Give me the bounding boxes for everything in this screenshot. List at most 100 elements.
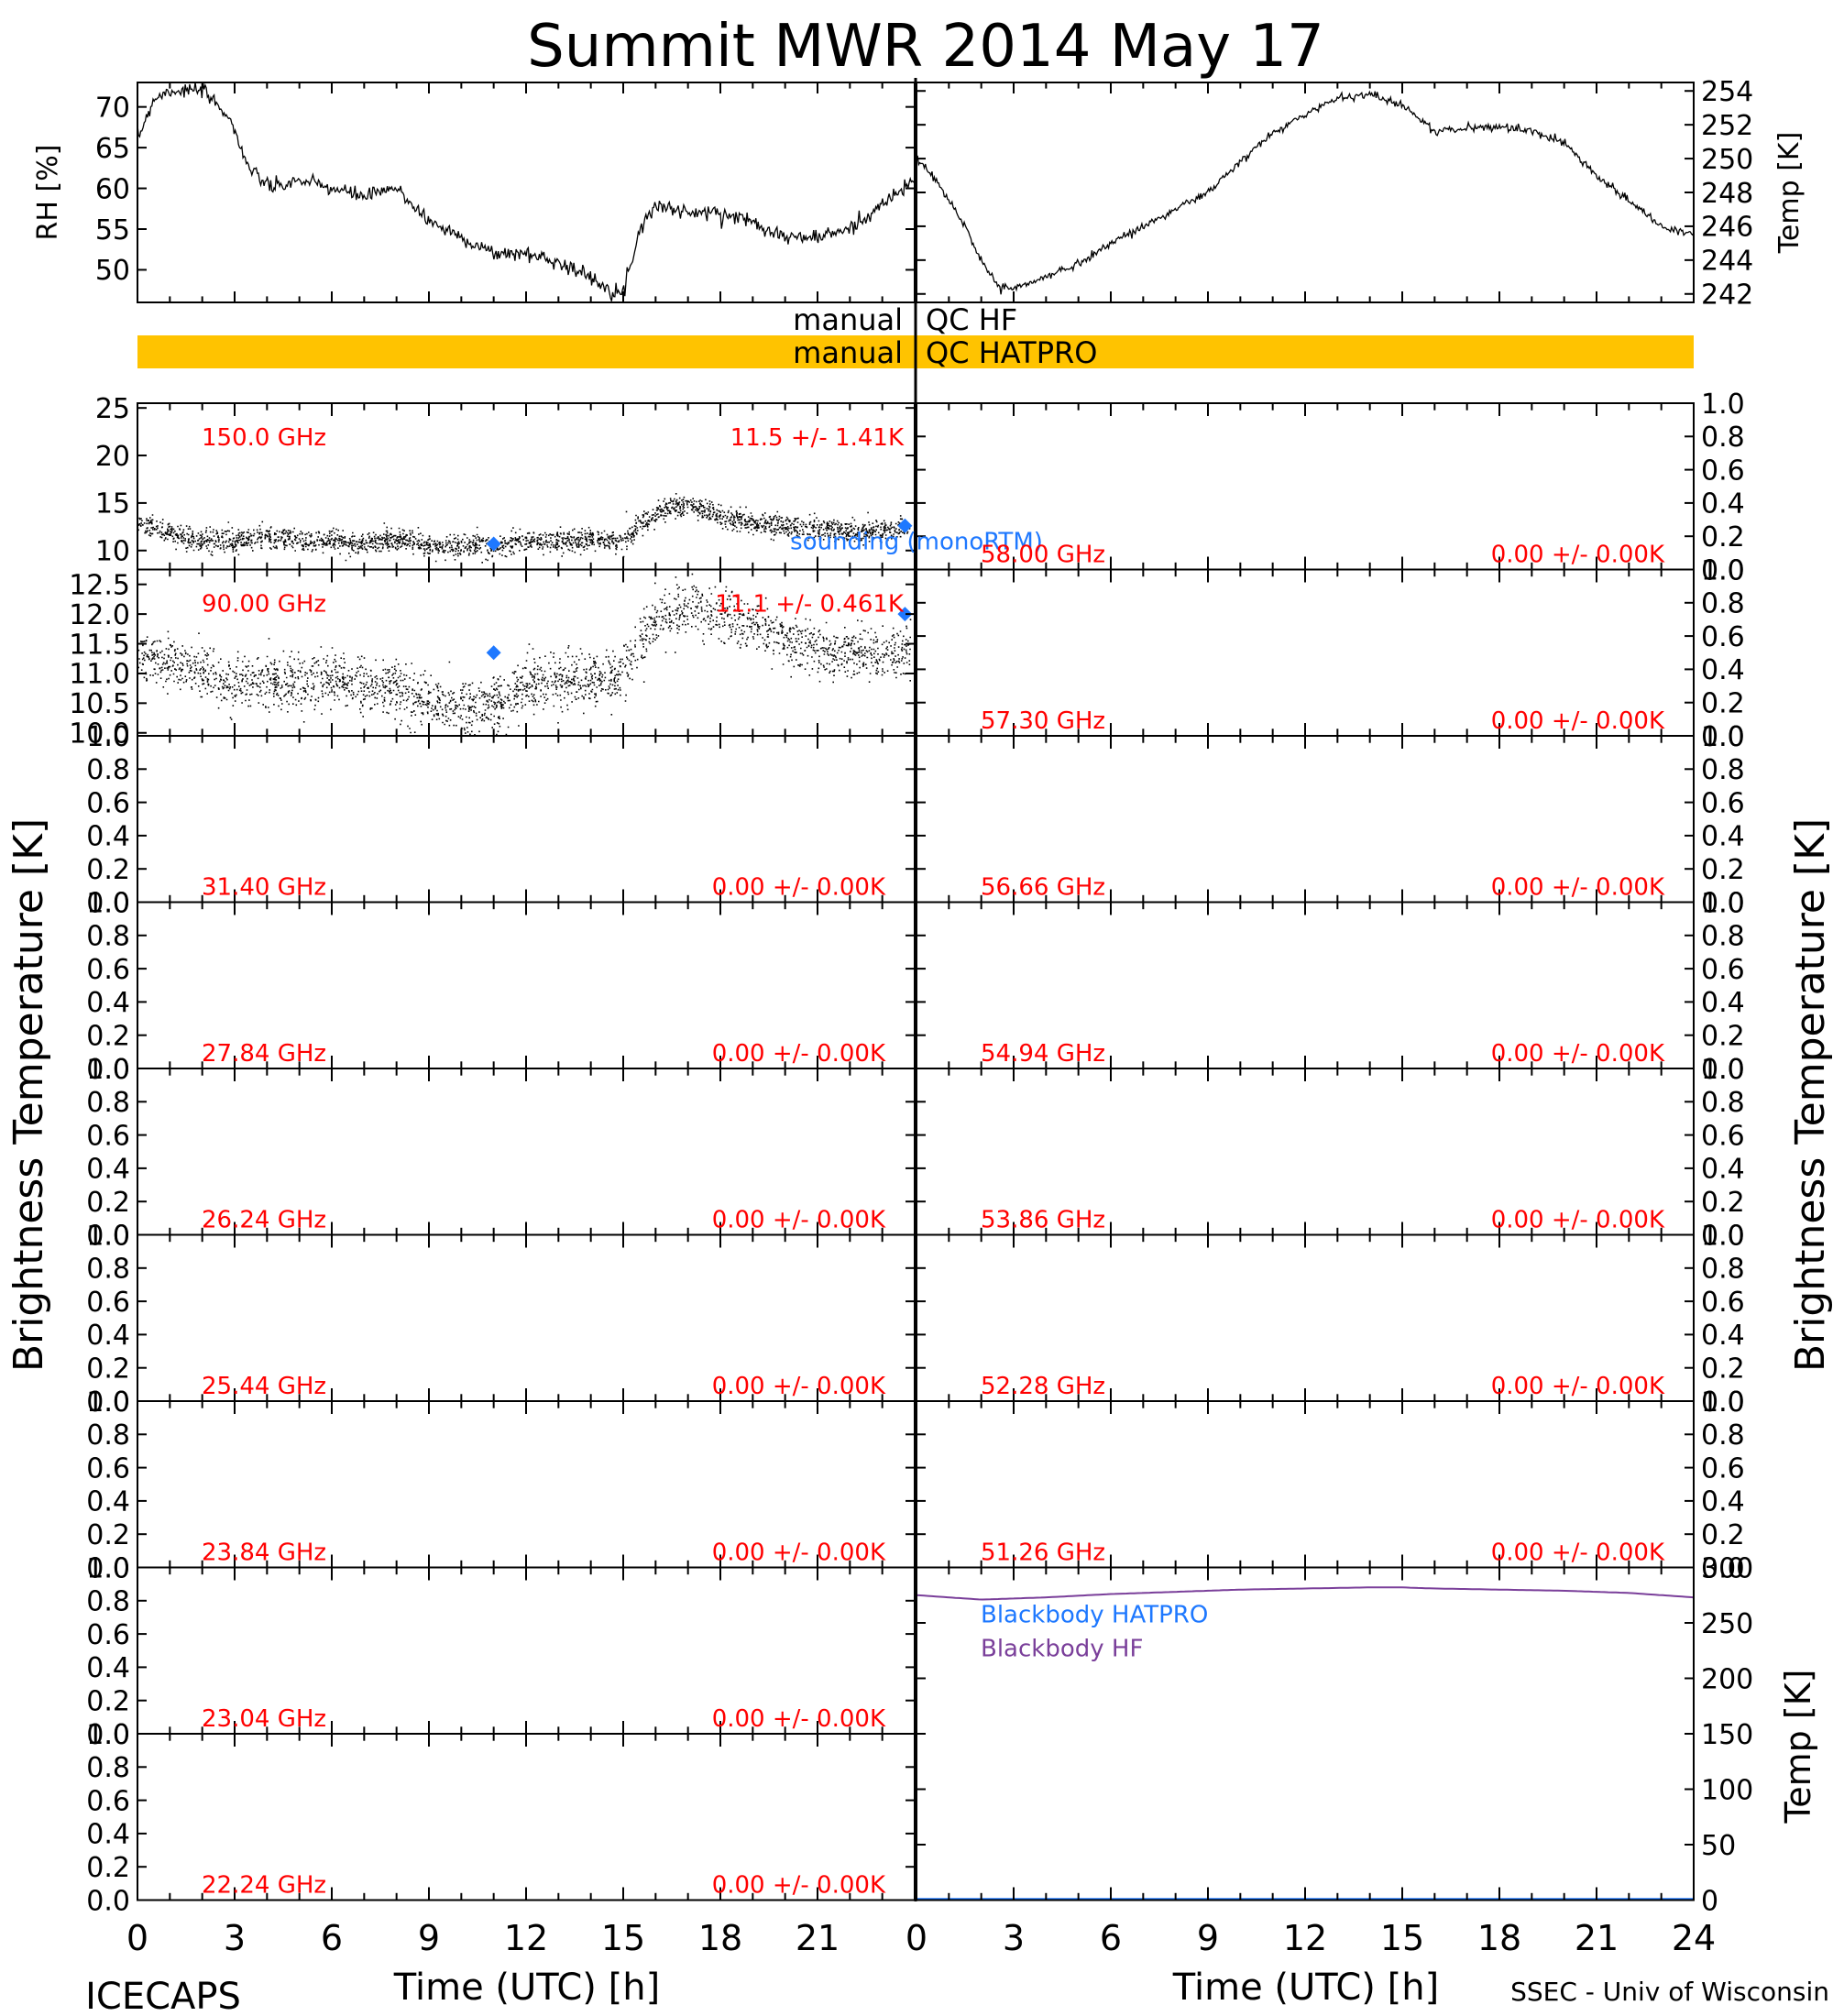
y-tick-label: 0.6	[86, 1287, 130, 1319]
y-tick-label: 0.2	[86, 1353, 130, 1386]
y-tick-label: 0.4	[86, 1819, 130, 1851]
sounding-point	[486, 645, 501, 661]
channel-stat: 11.5 +/- 1.41K	[730, 424, 905, 452]
x-tick-label-right: 18	[1477, 1918, 1521, 1958]
sounding-label: sounding (monoRTM)	[790, 529, 1043, 556]
y-tick-label: 0.0	[1701, 887, 1745, 919]
y-tick-label: 0.2	[86, 1852, 130, 1884]
temp-axis-label: Temp [K]	[1773, 132, 1806, 255]
channel-label: 25.44 GHz	[202, 1373, 326, 1400]
channel-stat: 0.00 +/- 0.00K	[1491, 707, 1665, 735]
y-tick-label: 0.6	[86, 1619, 130, 1651]
channel-stat: 0.00 +/- 0.00K	[1491, 542, 1665, 569]
y-tick-label: 0.4	[1701, 1486, 1745, 1518]
y-tick-label: 1.0	[86, 1552, 130, 1584]
channel-stat: 0.00 +/- 0.00K	[712, 1040, 886, 1068]
channel-label: 53.86 GHz	[981, 1207, 1105, 1234]
blackbody-hf-series	[916, 1586, 1695, 1601]
y-tick-label: 0.4	[1701, 654, 1745, 686]
channel-stat: 0.00 +/- 0.00K	[712, 1207, 886, 1234]
channel-stat: 11.1 +/- 0.461K	[715, 591, 905, 619]
channel-label: 150.0 GHz	[202, 424, 326, 452]
y-tick-label: 10	[95, 536, 130, 568]
y-tick-label: 0.4	[1701, 1154, 1745, 1186]
y-tick-label: 0.8	[86, 1586, 130, 1618]
qc-hatpro-left: manual	[793, 335, 903, 370]
x-tick-label-right: 15	[1380, 1918, 1424, 1958]
bb-temp-axis-label: Temp [K]	[1778, 1670, 1818, 1824]
y-tick-label: 244	[1701, 246, 1753, 278]
y-tick-label: 0.2	[86, 1519, 130, 1551]
rh-axis-label: RH [%]	[32, 145, 64, 241]
y-tick-label: 25	[95, 393, 130, 425]
rh-series	[137, 82, 916, 301]
y-tick-label: 0.0	[1701, 1552, 1745, 1584]
y-tick-label: 1.0	[86, 1220, 130, 1252]
y-tick-label: 0.6	[86, 1452, 130, 1485]
y-tick-label: 0.6	[1701, 1120, 1745, 1152]
y-tick-label: 242	[1701, 279, 1753, 312]
y-tick-label: 0.0	[1701, 1386, 1745, 1419]
channel-stat: 0.00 +/- 0.00K	[712, 874, 886, 902]
channel-stat: 0.00 +/- 0.00K	[712, 1872, 886, 1900]
y-tick-label: 0.0	[86, 1552, 130, 1584]
channel-label: 90.00 GHz	[202, 591, 326, 619]
channel-label: 31.40 GHz	[202, 874, 326, 902]
y-tick-label: 0.4	[1701, 488, 1745, 520]
y-tick-label: 0.6	[1701, 455, 1745, 487]
y-tick-label: 70	[95, 92, 130, 124]
y-tick-label: 0.0	[1701, 1220, 1745, 1252]
y-tick-label: 0.8	[86, 1419, 130, 1452]
y-tick-label: 248	[1701, 178, 1753, 210]
y-tick-label: 0.2	[86, 1686, 130, 1718]
y-tick-label: 0.4	[86, 1652, 130, 1684]
y-tick-label: 50	[95, 255, 130, 287]
y-tick-label: 246	[1701, 212, 1753, 244]
y-tick-label: 0.0	[86, 1054, 130, 1086]
y-tick-label: 0.8	[86, 921, 130, 953]
y-tick-label: 1.0	[86, 1054, 130, 1086]
y-tick-label: 1.0	[1701, 1054, 1745, 1086]
y-tick-label: 0.6	[1701, 621, 1745, 653]
rh-panel	[137, 82, 916, 303]
x-tick-label-right: 3	[1003, 1918, 1025, 1958]
y-tick-label: 0.4	[1701, 987, 1745, 1019]
y-tick-label: 1.0	[1701, 887, 1745, 919]
y-tick-label: 250	[1701, 144, 1753, 176]
y-tick-label: 10.5	[69, 688, 130, 720]
y-tick-label: 0.0	[1701, 721, 1745, 753]
y-tick-label: 0.0	[86, 887, 130, 919]
qc-hatpro-right: QC HATPRO	[926, 335, 1097, 370]
y-tick-label: 0.2	[1701, 688, 1745, 720]
channel-label: 23.04 GHz	[202, 1705, 326, 1733]
y-tick-label: 1.0	[86, 1386, 130, 1419]
y-tick-label: 11.5	[69, 629, 130, 661]
y-tick-label: 0	[1701, 1885, 1718, 1917]
y-tick-label: 0.2	[1701, 521, 1745, 553]
y-tick-label: 0.4	[86, 987, 130, 1019]
y-tick-label: 65	[95, 133, 130, 165]
x-tick-label-left: 21	[796, 1918, 840, 1958]
y-tick-label: 0.4	[86, 821, 130, 853]
channel-label: 57.30 GHz	[981, 707, 1105, 735]
y-tick-label: 0.8	[1701, 1087, 1745, 1119]
brightness-axis-label-left: Brightness Temperature [K]	[5, 818, 52, 1372]
y-tick-label: 1.0	[1701, 554, 1745, 586]
channel-stat: 0.00 +/- 0.00K	[712, 1373, 886, 1400]
sounding-point	[486, 536, 501, 552]
legend-blackbody-hf: Blackbody HF	[981, 1636, 1143, 1663]
y-tick-label: 0.6	[1701, 954, 1745, 986]
y-tick-label: 0.8	[86, 1087, 130, 1119]
y-tick-label: 0.8	[86, 1752, 130, 1784]
channel-stat: 0.00 +/- 0.00K	[1491, 874, 1665, 902]
channel-label: 23.84 GHz	[202, 1539, 326, 1567]
y-tick-label: 0.2	[1701, 854, 1745, 886]
x-tick-label-left: 9	[418, 1918, 440, 1958]
y-tick-label: 55	[95, 214, 130, 247]
sounding-point	[897, 518, 913, 533]
y-tick-label: 0.8	[86, 1254, 130, 1286]
y-tick-label: 0.6	[1701, 787, 1745, 819]
y-tick-label: 0.4	[86, 1154, 130, 1186]
qc-hf-left: manual	[793, 302, 903, 337]
